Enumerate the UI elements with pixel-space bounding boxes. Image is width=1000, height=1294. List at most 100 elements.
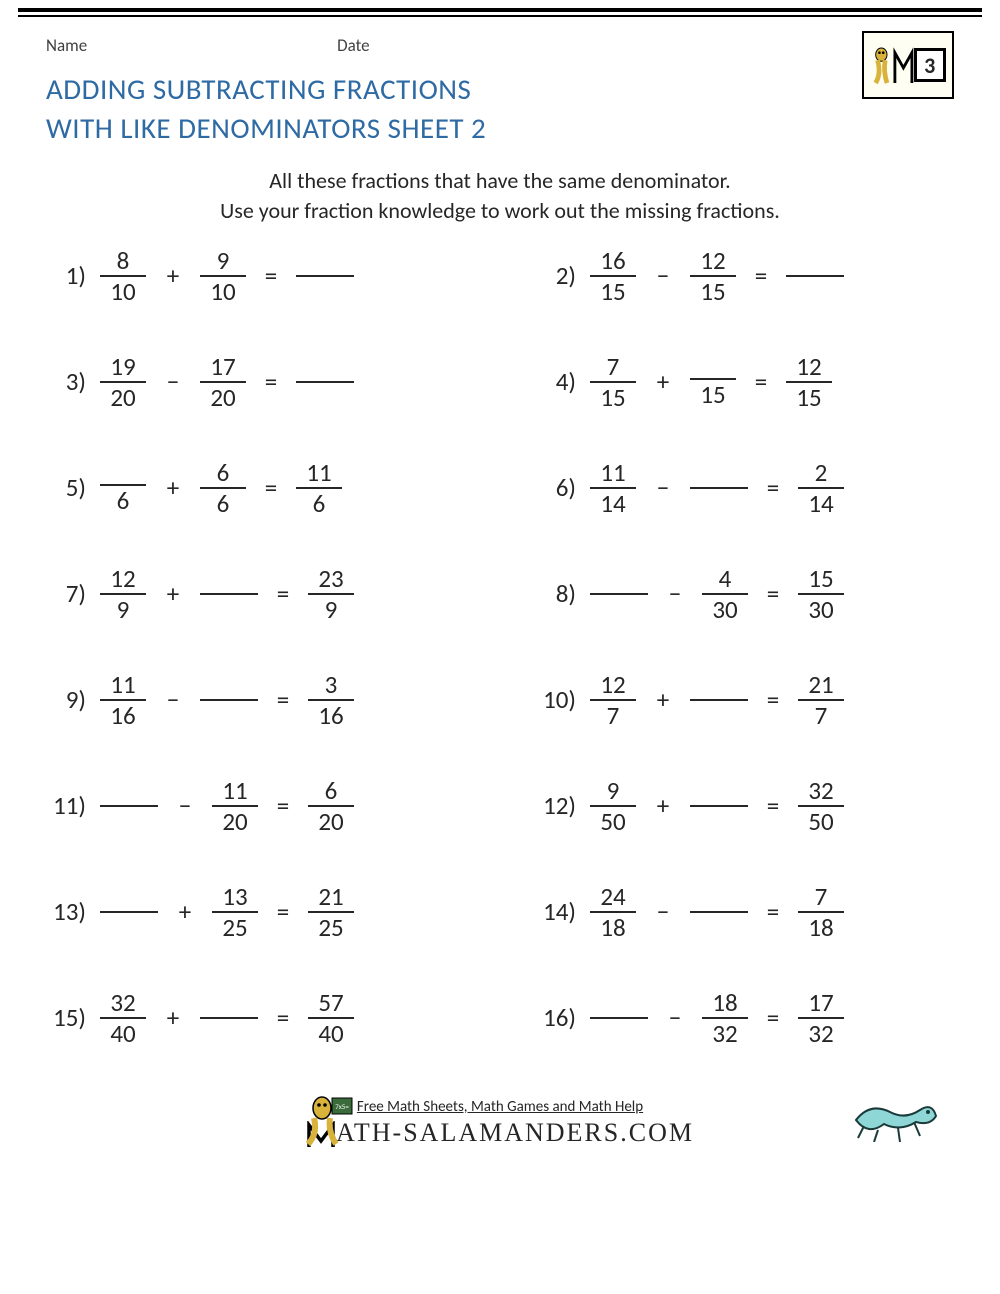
equals-sign: = bbox=[266, 578, 300, 609]
problem-number: 3) bbox=[44, 366, 92, 397]
fraction-numerator: 12 bbox=[594, 670, 631, 699]
problem-number: 15) bbox=[44, 1002, 92, 1033]
fraction-denominator: 16 bbox=[104, 701, 141, 730]
problem-number: 4) bbox=[526, 366, 582, 397]
title-line-1: ADDING SUBTRACTING FRACTIONS bbox=[46, 70, 954, 109]
equals-sign: = bbox=[254, 472, 288, 503]
fraction-denominator: 6 bbox=[208, 489, 238, 518]
problem: 10)127+=217 bbox=[526, 670, 956, 730]
answer-blank[interactable] bbox=[786, 275, 844, 277]
fraction-denominator: 32 bbox=[706, 1019, 743, 1048]
problem-row: 7)129+=2398)−430=1530 bbox=[44, 564, 956, 624]
fraction-numerator: 12 bbox=[694, 246, 731, 275]
fraction: 1215 bbox=[690, 246, 736, 306]
footer-brand-text: ATH-SALAMANDERS.COM bbox=[336, 1118, 694, 1147]
operator: − bbox=[644, 472, 682, 503]
answer-blank[interactable] bbox=[200, 1017, 258, 1019]
equals-sign: = bbox=[266, 1002, 300, 1033]
fraction-numerator: 7 bbox=[598, 352, 628, 381]
problems-grid: 1)810+910=2)1615−1215=3)1920−1720=4)715+… bbox=[0, 246, 1000, 1048]
problem-row: 15)3240+=574016)−1832=1732 bbox=[44, 988, 956, 1048]
operator: + bbox=[154, 578, 192, 609]
answer-blank[interactable] bbox=[690, 487, 748, 489]
fraction: 1114 bbox=[590, 458, 636, 518]
date-label: Date bbox=[337, 35, 369, 56]
equals-sign: = bbox=[266, 684, 300, 715]
fraction-numerator: 6 bbox=[208, 458, 238, 487]
fraction: 1720 bbox=[200, 352, 246, 412]
operator: + bbox=[644, 790, 682, 821]
equals-sign: = bbox=[756, 684, 790, 715]
problem: 16)−1832=1732 bbox=[526, 988, 956, 1048]
footer: 7x5= Free Math Sheets, Math Games and Ma… bbox=[0, 1098, 1000, 1149]
fraction-numerator: 9 bbox=[208, 246, 238, 275]
problem: 3)1920−1720= bbox=[44, 352, 474, 412]
fraction-numerator: 32 bbox=[104, 988, 141, 1017]
answer-blank[interactable] bbox=[690, 911, 748, 913]
answer-blank[interactable] bbox=[200, 593, 258, 595]
answer-blank[interactable] bbox=[100, 805, 158, 807]
fraction: 715 bbox=[590, 352, 636, 412]
fraction-denominator: 15 bbox=[694, 277, 731, 306]
fraction: 1120 bbox=[212, 776, 258, 836]
fraction: 2418 bbox=[590, 882, 636, 942]
equals-sign: = bbox=[266, 790, 300, 821]
fraction: 6 bbox=[100, 460, 146, 515]
problem-number: 2) bbox=[526, 260, 582, 291]
fraction-numerator: 6 bbox=[316, 776, 346, 805]
header-labels: Name Date bbox=[46, 35, 370, 56]
operator: − bbox=[154, 684, 192, 715]
fraction-numerator: 57 bbox=[312, 988, 349, 1017]
fraction: 1325 bbox=[212, 882, 258, 942]
fraction: 66 bbox=[200, 458, 246, 518]
answer-blank[interactable] bbox=[690, 805, 748, 807]
fraction-numerator[interactable] bbox=[108, 460, 138, 484]
fraction-denominator: 18 bbox=[802, 913, 839, 942]
answer-blank[interactable] bbox=[200, 699, 258, 701]
fraction: 1732 bbox=[798, 988, 844, 1048]
fraction-numerator: 4 bbox=[710, 564, 740, 593]
operator: + bbox=[644, 684, 682, 715]
m-logo-icon bbox=[893, 44, 914, 86]
fraction-denominator: 15 bbox=[594, 383, 631, 412]
problem: 5)6+66=116 bbox=[44, 458, 474, 518]
answer-blank[interactable] bbox=[690, 699, 748, 701]
fraction-numerator: 11 bbox=[300, 458, 337, 487]
fraction-denominator: 15 bbox=[790, 383, 827, 412]
fraction-numerator: 12 bbox=[104, 564, 141, 593]
fraction-denominator: 50 bbox=[594, 807, 631, 836]
equals-sign: = bbox=[756, 578, 790, 609]
operator: + bbox=[644, 366, 682, 397]
fraction-denominator: 14 bbox=[802, 489, 839, 518]
fraction-denominator: 40 bbox=[312, 1019, 349, 1048]
fraction-numerator[interactable] bbox=[698, 354, 728, 378]
title-line-2: WITH LIKE DENOMINATORS SHEET 2 bbox=[46, 109, 954, 148]
fraction-numerator: 15 bbox=[802, 564, 839, 593]
fraction: 1116 bbox=[100, 670, 146, 730]
fraction: 1832 bbox=[702, 988, 748, 1048]
equals-sign: = bbox=[744, 260, 778, 291]
answer-blank[interactable] bbox=[590, 593, 648, 595]
answer-blank[interactable] bbox=[590, 1017, 648, 1019]
answer-blank[interactable] bbox=[296, 275, 354, 277]
fraction-numerator: 24 bbox=[594, 882, 631, 911]
problem-row: 1)810+910=2)1615−1215= bbox=[44, 246, 956, 306]
fraction-numerator: 18 bbox=[706, 988, 743, 1017]
footer-brand: ATH-SALAMANDERS.COM bbox=[46, 1118, 954, 1149]
grade-badge: 3 bbox=[862, 31, 954, 99]
fraction-numerator: 21 bbox=[802, 670, 839, 699]
fraction: 910 bbox=[200, 246, 246, 306]
fraction-numerator: 23 bbox=[312, 564, 349, 593]
operator: − bbox=[644, 896, 682, 927]
fraction-denominator: 9 bbox=[108, 595, 138, 624]
fraction: 2125 bbox=[308, 882, 354, 942]
fraction-numerator: 16 bbox=[594, 246, 631, 275]
salamander-icon bbox=[870, 44, 893, 86]
answer-blank[interactable] bbox=[296, 381, 354, 383]
problem-row: 3)1920−1720=4)715+15=1215 bbox=[44, 352, 956, 412]
fraction: 127 bbox=[590, 670, 636, 730]
operator: − bbox=[166, 790, 204, 821]
operator: − bbox=[154, 366, 192, 397]
problem-number: 5) bbox=[44, 472, 92, 503]
answer-blank[interactable] bbox=[100, 911, 158, 913]
